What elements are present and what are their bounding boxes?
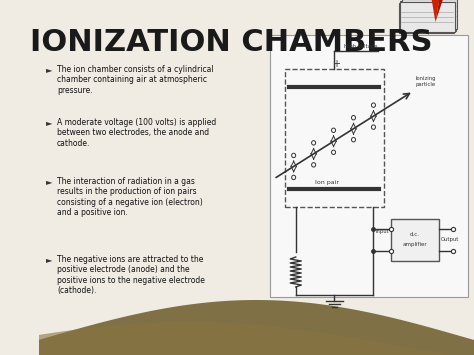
Text: Output: Output <box>441 237 459 242</box>
Text: Ion pair: Ion pair <box>315 180 339 185</box>
Text: High voltage: High voltage <box>344 44 377 49</box>
Bar <box>402 0 457 29</box>
Text: Ionizing
particle: Ionizing particle <box>415 76 436 87</box>
Text: d.c.: d.c. <box>410 232 420 237</box>
Polygon shape <box>38 322 474 355</box>
Bar <box>392 218 439 261</box>
Text: Input: Input <box>376 229 390 234</box>
Polygon shape <box>432 0 439 22</box>
Polygon shape <box>436 0 443 22</box>
Text: ►: ► <box>46 65 52 74</box>
Text: The ion chamber consists of a cylindrical
chamber containing air at atmospheric
: The ion chamber consists of a cylindrica… <box>57 65 213 95</box>
Text: amplifier: amplifier <box>403 242 428 247</box>
Bar <box>399 3 454 33</box>
Polygon shape <box>38 300 474 355</box>
Text: ►: ► <box>46 118 52 127</box>
Bar <box>400 2 455 32</box>
Bar <box>270 35 467 297</box>
Text: The negative ions are attracted to the
positive electrode (anode) and the
positi: The negative ions are attracted to the p… <box>57 255 205 295</box>
Text: The interaction of radiation in a gas
results in the production of ion pairs
con: The interaction of radiation in a gas re… <box>57 177 202 217</box>
Text: ►: ► <box>46 177 52 186</box>
Text: IONIZATION CHAMBERS: IONIZATION CHAMBERS <box>30 28 433 57</box>
Text: A moderate voltage (100 volts) is applied
between two electrodes, the anode and
: A moderate voltage (100 volts) is applie… <box>57 118 216 148</box>
Text: +: + <box>332 59 339 69</box>
Bar <box>401 1 456 31</box>
Text: ►: ► <box>46 255 52 264</box>
Bar <box>285 69 384 207</box>
